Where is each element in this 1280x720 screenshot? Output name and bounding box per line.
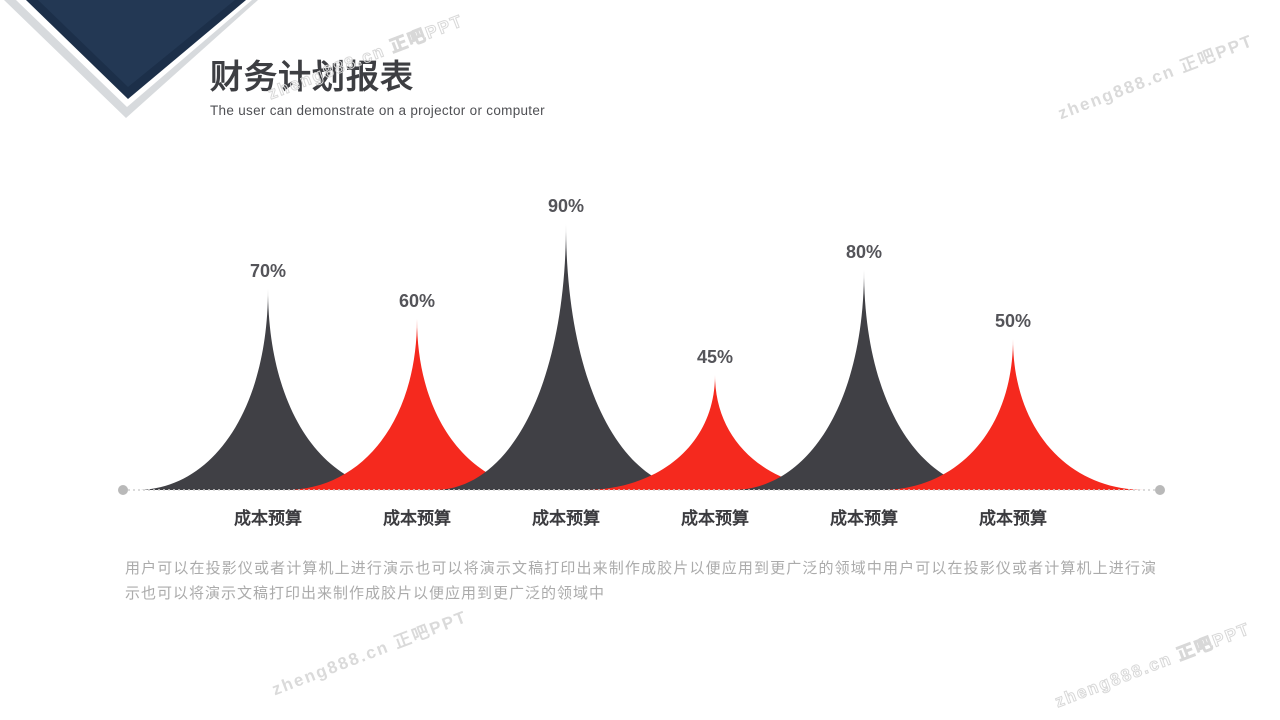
category-label-1: 成本预算 — [234, 508, 302, 528]
baseline-dot-left — [118, 485, 128, 495]
baseline-dot-right — [1155, 485, 1165, 495]
body-paragraph: 用户可以在投影仪或者计算机上进行演示也可以将演示文稿打印出来制作成胶片以便应用到… — [125, 560, 1157, 602]
category-label-3: 成本预算 — [532, 508, 600, 528]
category-label-2: 成本预算 — [383, 508, 451, 528]
category-label-4: 成本预算 — [681, 508, 749, 528]
peak-area-6 — [881, 339, 1145, 490]
peak-area-1 — [136, 289, 400, 490]
peak-value-label-1: 70% — [250, 261, 286, 281]
category-label-6: 成本预算 — [979, 508, 1047, 528]
peak-value-label-3: 90% — [548, 196, 584, 216]
peak-value-label-4: 45% — [697, 347, 733, 367]
corner-triangle-decoration — [4, 0, 258, 118]
page-subtitle: The user can demonstrate on a projector … — [210, 103, 545, 118]
category-label-5: 成本预算 — [830, 508, 898, 528]
peak-value-label-6: 50% — [995, 311, 1031, 331]
page-title: 财务计划报表 — [210, 58, 414, 95]
header: 财务计划报表 The user can demonstrate on a pro… — [210, 50, 545, 118]
peak-value-label-2: 60% — [399, 291, 435, 311]
peak-area-2 — [285, 319, 549, 490]
peak-area-3 — [434, 224, 698, 490]
corner-triangle-face — [38, 0, 235, 87]
peak-area-4 — [583, 375, 847, 490]
peak-area-5 — [732, 270, 996, 490]
peak-value-label-5: 80% — [846, 242, 882, 262]
